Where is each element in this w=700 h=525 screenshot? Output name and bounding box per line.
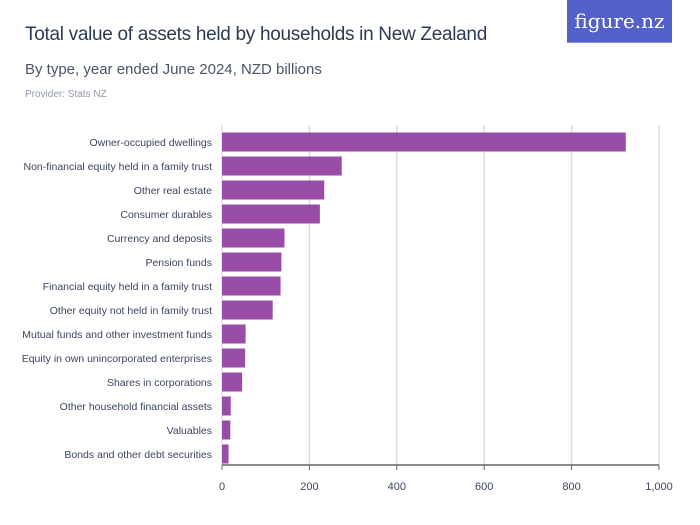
bar	[222, 300, 273, 320]
category-label: Other real estate	[134, 185, 212, 197]
bar	[222, 132, 626, 152]
category-label: Shares in corporations	[107, 377, 212, 389]
bar	[222, 156, 342, 176]
x-tick-label: 200	[300, 481, 318, 493]
x-tick-label: 0	[219, 481, 225, 493]
bar	[222, 348, 246, 368]
bar	[222, 252, 282, 272]
bar	[222, 228, 285, 248]
category-label: Valuables	[167, 425, 212, 437]
figure-nz-logo[interactable]: figure.nz	[567, 0, 672, 43]
bar	[222, 204, 320, 224]
bar	[222, 324, 246, 344]
category-label: Bonds and other debt securities	[64, 449, 212, 461]
category-label: Financial equity held in a family trust	[43, 281, 212, 293]
x-tick-label: 1,000	[645, 481, 673, 493]
category-label: Other equity not held in family trust	[50, 305, 212, 317]
category-label: Other household financial assets	[60, 401, 212, 413]
bar	[222, 276, 281, 296]
bar	[222, 372, 243, 392]
category-label: Currency and deposits	[107, 233, 212, 245]
chart-subtitle: By type, year ended June 2024, NZD billi…	[25, 61, 322, 78]
x-tick-label: 600	[475, 481, 493, 493]
category-label: Non-financial equity held in a family tr…	[23, 161, 212, 173]
provider-text: Provider: Stats NZ	[25, 89, 107, 100]
bar	[222, 444, 229, 464]
bar	[222, 420, 231, 440]
bar	[222, 180, 325, 200]
category-label: Pension funds	[145, 257, 212, 269]
category-label: Consumer durables	[120, 209, 212, 221]
category-label: Mutual funds and other investment funds	[22, 329, 212, 341]
x-tick-label: 400	[388, 481, 406, 493]
x-tick-label: 800	[562, 481, 580, 493]
bar	[222, 396, 231, 416]
category-label: Equity in own unincorporated enterprises	[22, 353, 212, 365]
category-label: Owner-occupied dwellings	[89, 137, 212, 149]
chart-title: Total value of assets held by households…	[25, 24, 487, 45]
